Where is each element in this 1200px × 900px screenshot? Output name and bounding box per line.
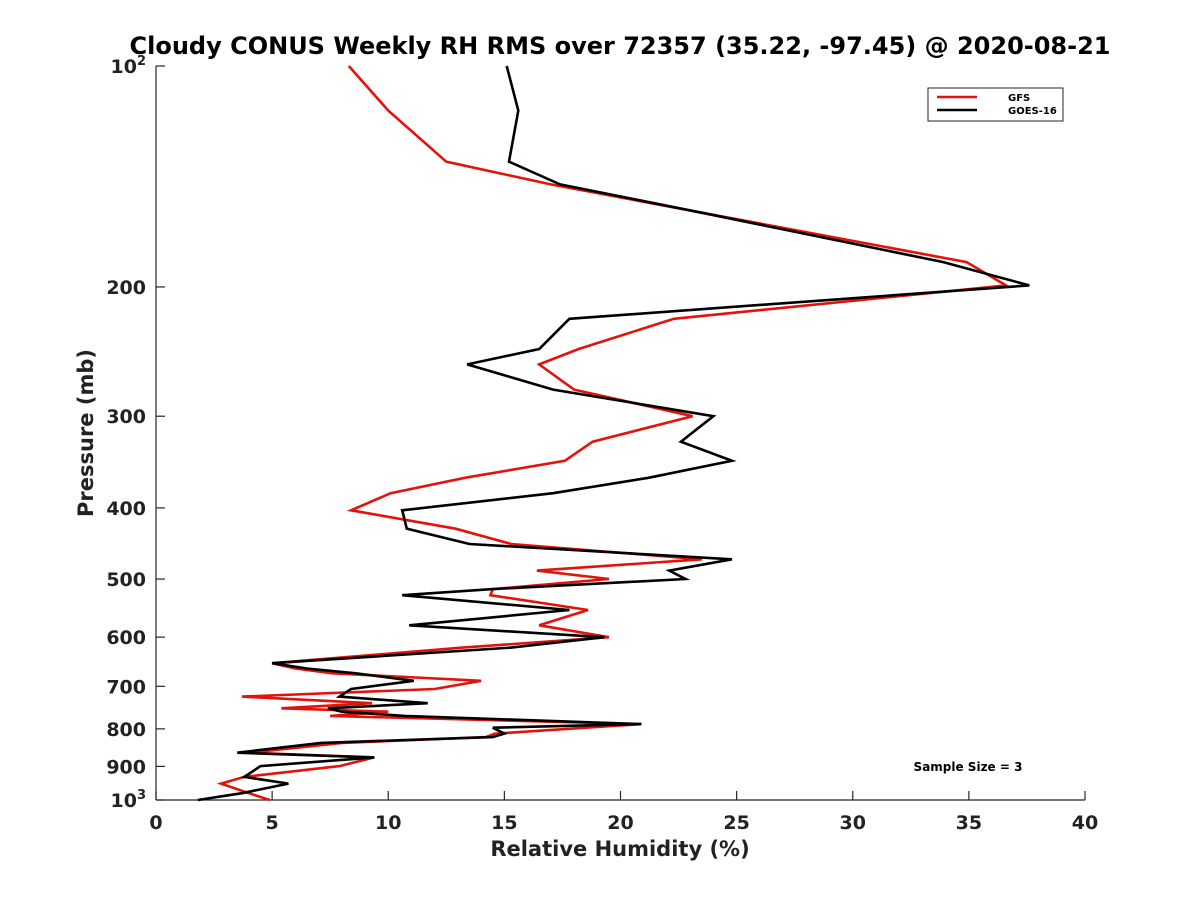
x-tick-label: 15 (491, 812, 517, 834)
y-tick-label: 300 (106, 406, 146, 428)
y-tick-label: 900 (106, 756, 146, 778)
plot-area: 0 5 10 15 20 25 30 35 40 102 200 300 400 500 600 700 80… (106, 54, 1098, 834)
x-tick-label: 0 (149, 812, 162, 834)
legend: GFS GOES-16 (927, 87, 1064, 122)
y-tick-label: 800 (106, 719, 146, 741)
x-axis-label: Relative Humidity (%) (490, 837, 749, 861)
y-tick-label: 700 (106, 676, 146, 698)
chart-title: Cloudy CONUS Weekly RH RMS over 72357 (3… (130, 32, 1111, 60)
series-line-goes16 (197, 65, 1030, 802)
x-tick-label: 25 (723, 812, 749, 834)
y-ticks: 102 200 300 400 500 600 700 800 900 103 (106, 54, 165, 812)
x-tick-label: 30 (840, 812, 866, 834)
series-line-gfs (216, 65, 1011, 802)
y-axis-label: Pressure (mb) (74, 349, 98, 517)
legend-label-gfs: GFS (1008, 93, 1030, 104)
legend-box (927, 87, 1064, 122)
legend-label-goes16: GOES-16 (1008, 106, 1057, 117)
y-tick-label: 102 (111, 54, 147, 78)
series-layer (197, 65, 1030, 802)
x-tick-label: 10 (375, 812, 401, 834)
y-tick-label: 200 (106, 277, 146, 299)
sample-size-annotation: Sample Size = 3 (914, 760, 1023, 774)
y-tick-label: 500 (106, 569, 146, 591)
y-tick-label: 400 (106, 498, 146, 520)
x-ticks: 0 5 10 15 20 25 30 35 40 (149, 791, 1098, 834)
x-tick-label: 35 (956, 812, 982, 834)
x-tick-label: 40 (1072, 812, 1098, 834)
x-tick-label: 5 (266, 812, 279, 834)
y-tick-label: 103 (111, 788, 147, 812)
x-tick-label: 20 (607, 812, 633, 834)
y-tick-label: 600 (106, 627, 146, 649)
